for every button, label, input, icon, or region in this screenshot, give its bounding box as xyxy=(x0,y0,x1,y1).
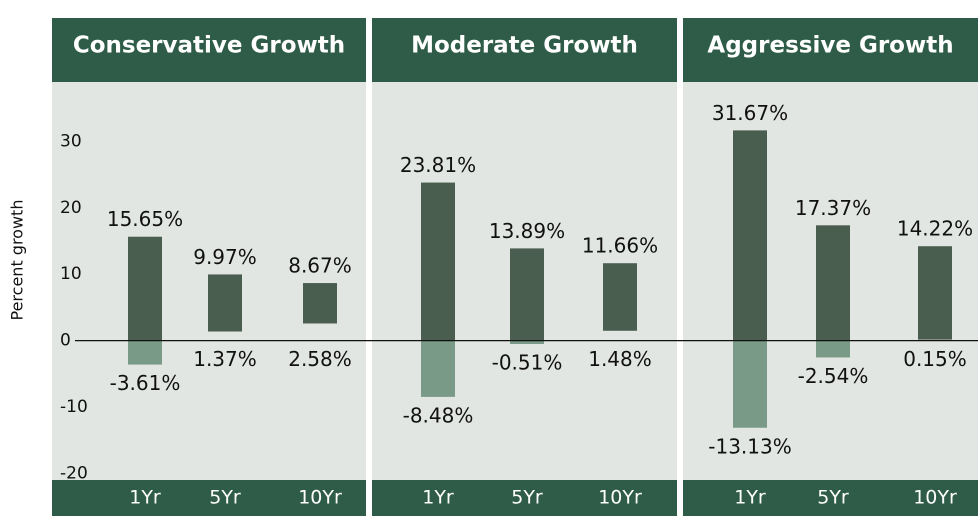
panel-title: Conservative Growth xyxy=(73,33,345,59)
y-tick-label: -10 xyxy=(60,397,88,417)
value-label: 17.37% xyxy=(795,196,871,220)
x-tick-label: 1Yr xyxy=(734,487,766,509)
bar-positive xyxy=(128,236,162,341)
value-label: 1.48% xyxy=(588,347,652,371)
value-label: 14.22% xyxy=(897,217,973,241)
category-band xyxy=(683,480,978,516)
value-label: 23.81% xyxy=(400,153,476,177)
bar-positive xyxy=(421,182,455,341)
category-band xyxy=(372,480,677,516)
bar-negative xyxy=(733,340,767,428)
value-label: -8.48% xyxy=(403,403,474,427)
x-tick-label: 1Yr xyxy=(129,487,161,509)
panel-header xyxy=(372,18,677,82)
x-tick-label: 5Yr xyxy=(209,487,241,509)
y-tick-label: -20 xyxy=(60,463,88,483)
value-label: -13.13% xyxy=(708,434,791,458)
value-label: 15.65% xyxy=(107,207,183,231)
value-label: -2.54% xyxy=(798,364,869,388)
bar xyxy=(918,246,952,340)
y-tick-label: 30 xyxy=(60,131,82,151)
bar-positive xyxy=(510,248,544,341)
value-label: 0.15% xyxy=(903,347,967,371)
value-label: -3.61% xyxy=(110,371,181,395)
bar xyxy=(303,283,337,324)
y-tick-label: 20 xyxy=(60,198,82,218)
x-tick-label: 10Yr xyxy=(298,487,342,509)
x-tick-label: 5Yr xyxy=(511,487,543,509)
y-tick-label: 10 xyxy=(60,264,82,284)
bar-negative xyxy=(510,340,544,344)
category-band xyxy=(52,480,366,516)
x-tick-label: 10Yr xyxy=(913,487,957,509)
bar xyxy=(603,263,637,331)
bar xyxy=(208,274,242,332)
bar-positive xyxy=(816,225,850,341)
value-label: -0.51% xyxy=(492,350,563,374)
value-label: 8.67% xyxy=(288,254,352,278)
bar-negative xyxy=(816,340,850,358)
y-tick-label: 0 xyxy=(60,331,71,351)
bar-negative xyxy=(128,340,162,365)
value-label: 9.97% xyxy=(193,245,257,269)
panel-header xyxy=(52,18,366,82)
value-label: 11.66% xyxy=(582,234,658,258)
x-tick-label: 5Yr xyxy=(817,487,849,509)
x-tick-label: 1Yr xyxy=(422,487,454,509)
bar-positive xyxy=(733,130,767,341)
x-tick-label: 10Yr xyxy=(598,487,642,509)
panel-header xyxy=(683,18,978,82)
y-axis-label: Percent growth xyxy=(8,200,27,321)
value-label: 2.58% xyxy=(288,347,352,371)
value-label: 31.67% xyxy=(712,101,788,125)
panel-title: Moderate Growth xyxy=(411,33,638,59)
value-label: 13.89% xyxy=(489,219,565,243)
panel-title: Aggressive Growth xyxy=(707,33,953,59)
value-label: 1.37% xyxy=(193,347,257,371)
bar-negative xyxy=(421,340,455,397)
